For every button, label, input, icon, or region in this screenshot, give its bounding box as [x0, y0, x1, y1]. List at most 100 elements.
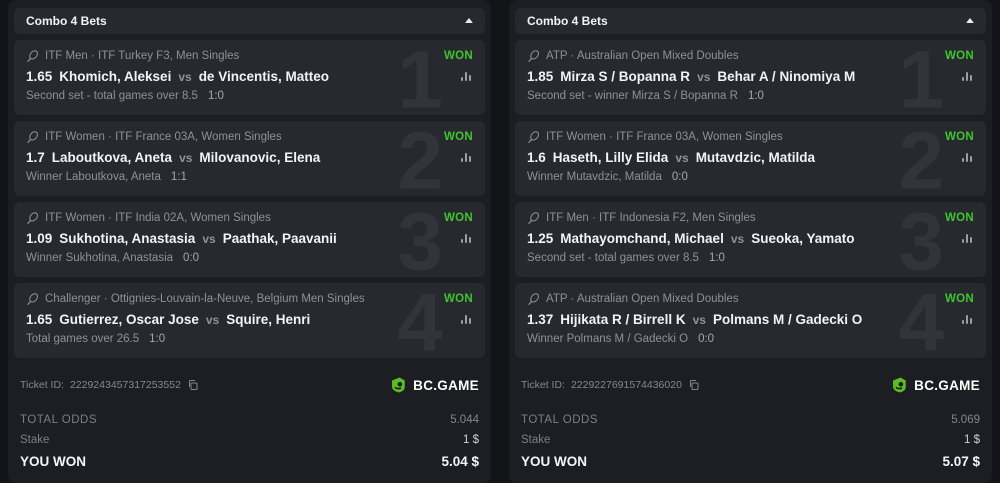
you-won-value: 5.04 $	[441, 454, 479, 470]
ticket-id-label: Ticket ID:	[521, 379, 565, 392]
ticket-id-value: 2229243457317253552	[69, 379, 181, 392]
stake-value: 1 $	[463, 434, 479, 447]
bet-market: Winner Laboutkova, Aneta	[26, 170, 161, 183]
bet-market: Second set - total games over 8.5	[26, 89, 198, 102]
bet-score: 1:0	[747, 89, 764, 102]
stats-bars-icon[interactable]	[962, 314, 972, 325]
bet-category: ATP · Australian Open Mixed Doubles	[546, 50, 739, 63]
total-odds-label: TOTAL ODDS	[20, 414, 97, 427]
total-odds-value: 5.069	[951, 414, 980, 427]
combo-title: Combo 4 Bets	[527, 13, 608, 28]
combo-header[interactable]: Combo 4 Bets	[14, 8, 485, 34]
stats-bars-icon[interactable]	[461, 314, 471, 325]
bet-slip-panel-right: Combo 4 Bets 1 ATP · Australian Open Mix…	[509, 0, 992, 483]
bet-card: 2 ITF Women · ITF France 03A, Women Sing…	[515, 120, 986, 196]
copy-icon[interactable]	[187, 379, 199, 391]
bet-category: ITF Men · ITF Turkey F3, Men Singles	[45, 50, 240, 63]
stats-bars-icon[interactable]	[461, 71, 471, 82]
bet-category: Challenger · Ottignies-Louvain-la-Neuve,…	[45, 293, 365, 306]
total-odds-value: 5.044	[450, 414, 479, 427]
bet-slip-panel-left: Combo 4 Bets 1 ITF Men · ITF Turkey F3, …	[8, 0, 491, 483]
vs-label: vs	[697, 69, 711, 84]
bet-away-team: Paathak, Paavanii	[222, 230, 337, 246]
bet-market: Second set - total games over 8.5	[527, 251, 699, 264]
bcgame-logo: BC.GAME	[389, 376, 479, 394]
bet-category: ITF Men · ITF Indonesia F2, Men Singles	[546, 212, 756, 225]
combo-header[interactable]: Combo 4 Bets	[515, 8, 986, 34]
bet-home-team: Hijikata R / Birrell K	[560, 311, 686, 327]
collapse-arrow-icon[interactable]	[465, 18, 473, 24]
tennis-racket-icon	[527, 293, 540, 306]
stats-bars-icon[interactable]	[962, 71, 972, 82]
tennis-racket-icon	[26, 212, 39, 225]
you-won-label: YOU WON	[20, 454, 86, 470]
bet-card: 1 ITF Men · ITF Turkey F3, Men Singles W…	[14, 39, 485, 115]
vs-label: vs	[178, 69, 192, 84]
bet-category: ITF Women · ITF France 03A, Women Single…	[546, 131, 783, 144]
stats-bars-icon[interactable]	[962, 233, 972, 244]
bet-odds: 1.85	[527, 68, 554, 84]
bet-score: 1:1	[170, 170, 187, 183]
tennis-racket-icon	[527, 130, 540, 144]
stake-label: Stake	[521, 434, 551, 447]
bet-card: 4 Challenger · Ottignies-Louvain-la-Neuv…	[14, 282, 485, 359]
vs-label: vs	[179, 150, 193, 165]
bet-home-team: Gutierrez, Oscar Jose	[59, 311, 199, 327]
bcgame-logo-text: BC.GAME	[413, 377, 479, 393]
copy-icon[interactable]	[688, 379, 700, 391]
bet-status-badge: WON	[443, 50, 473, 63]
bet-home-team: Haseth, Lilly Elida	[552, 149, 669, 165]
bet-away-team: de Vincentis, Matteo	[198, 68, 329, 84]
bet-score: 1:0	[207, 89, 224, 102]
you-won-label: YOU WON	[521, 454, 587, 470]
stats-bars-icon[interactable]	[461, 233, 471, 244]
bet-category: ITF Women · ITF France 03A, Women Single…	[45, 131, 282, 144]
bet-away-team: Mutavdzic, Matilda	[695, 149, 815, 165]
bet-home-team: Mathayomchand, Michael	[560, 230, 724, 246]
tennis-racket-icon	[527, 49, 540, 63]
vs-label: vs	[692, 312, 706, 327]
bcgame-logo-icon	[392, 377, 405, 393]
bet-score: 1:0	[149, 332, 166, 345]
vs-label: vs	[205, 312, 220, 327]
vs-label: vs	[202, 231, 216, 246]
bet-card: 3 ITF Women · ITF India 02A, Women Singl…	[14, 201, 485, 277]
bet-market: Winner Polmans M / Gadecki O	[527, 332, 689, 345]
tennis-racket-icon	[26, 293, 39, 306]
bcgame-logo: BC.GAME	[890, 376, 980, 394]
bet-score: 0:0	[671, 170, 688, 183]
bet-category: ITF Women · ITF India 02A, Women Singles	[45, 212, 271, 225]
collapse-arrow-icon[interactable]	[966, 18, 974, 24]
slip-footer: Ticket ID: 2229227691574436020 BC.GAME T…	[515, 376, 986, 473]
bet-odds: 1.25	[527, 230, 554, 246]
bet-home-team: Laboutkova, Aneta	[51, 149, 173, 165]
bet-status-badge: WON	[944, 293, 974, 306]
bet-card: 3 ITF Men · ITF Indonesia F2, Men Single…	[515, 201, 986, 277]
stats-bars-icon[interactable]	[461, 152, 471, 163]
bet-home-team: Sukhotina, Anastasia	[59, 230, 196, 246]
bet-score: 1:0	[708, 251, 725, 264]
bet-odds: 1.37	[527, 311, 554, 327]
tennis-racket-icon	[527, 212, 540, 225]
bet-card: 1 ATP · Australian Open Mixed Doubles WO…	[515, 39, 986, 115]
bet-home-team: Mirza S / Bopanna R	[560, 68, 691, 84]
bet-status-badge: WON	[944, 50, 974, 63]
bet-score: 0:0	[183, 251, 200, 264]
ticket-id-label: Ticket ID:	[20, 379, 64, 392]
bet-odds: 1.6	[527, 149, 546, 165]
bet-category: ATP · Australian Open Mixed Doubles	[546, 293, 739, 306]
tennis-racket-icon	[26, 130, 39, 144]
bet-away-team: Sueoka, Yamato	[751, 230, 855, 246]
bet-status-badge: WON	[944, 212, 974, 225]
vs-label: vs	[675, 150, 689, 165]
bcgame-logo-icon	[893, 377, 906, 393]
ticket-id-value: 2229227691574436020	[570, 379, 682, 392]
stake-value: 1 $	[964, 434, 980, 447]
stats-bars-icon[interactable]	[962, 152, 972, 163]
tennis-racket-icon	[26, 49, 39, 63]
bet-status-badge: WON	[443, 293, 473, 306]
bet-market: Winner Mutavdzic, Matilda	[527, 170, 662, 183]
bet-odds: 1.65	[26, 311, 53, 327]
bet-score: 0:0	[698, 332, 715, 345]
bcgame-logo-text: BC.GAME	[914, 377, 980, 393]
